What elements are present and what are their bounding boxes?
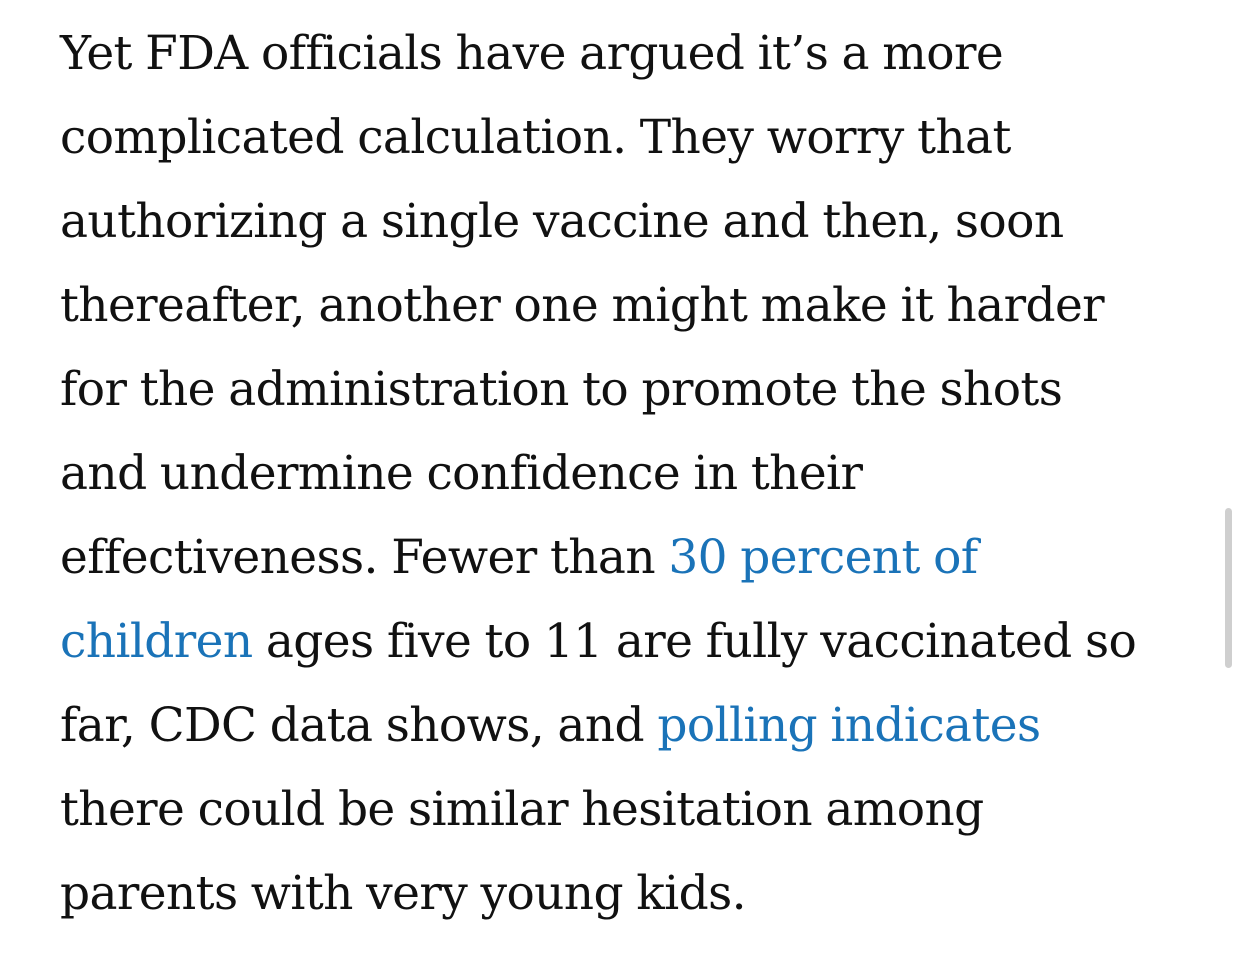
text-line: far, CDC data shows, and polling indicat… (60, 684, 1160, 768)
text-line: parents with very young kids. (60, 852, 1160, 936)
text-segment: ages five to 11 are fully vaccinated so (252, 614, 1137, 669)
article-paragraph: Yet FDA officials have argued it’s a mor… (60, 12, 1160, 936)
text-segment: complicated calculation. They worry that (60, 110, 1011, 165)
text-segment: thereafter, another one might make it ha… (60, 278, 1105, 333)
text-line: there could be similar hesitation among (60, 768, 1160, 852)
text-segment: far, CDC data shows, and (60, 698, 658, 753)
text-segment: and undermine confidence in their (60, 446, 863, 501)
text-line: for the administration to promote the sh… (60, 348, 1160, 432)
text-segment: Yet FDA officials have argued it’s a mor… (60, 26, 1004, 81)
text-line: authorizing a single vaccine and then, s… (60, 180, 1160, 264)
text-line: complicated calculation. They worry that (60, 96, 1160, 180)
scrollbar-track[interactable] (1222, 0, 1234, 957)
text-segment: authorizing a single vaccine and then, s… (60, 194, 1064, 249)
text-line: thereafter, another one might make it ha… (60, 264, 1160, 348)
link-30-percent-of-children[interactable]: children (60, 614, 253, 669)
scrollbar-thumb[interactable] (1225, 508, 1232, 668)
text-line: Yet FDA officials have argued it’s a mor… (60, 12, 1160, 96)
text-line: children ages five to 11 are fully vacci… (60, 600, 1160, 684)
text-segment: parents with very young kids. (60, 866, 747, 921)
text-line: effectiveness. Fewer than 30 percent of (60, 516, 1160, 600)
text-segment: effectiveness. Fewer than (60, 530, 669, 585)
text-line: and undermine confidence in their (60, 432, 1160, 516)
link-polling-indicates[interactable]: polling indicates (657, 698, 1041, 753)
link-30-percent-of-children[interactable]: 30 percent of (668, 530, 978, 585)
text-segment: for the administration to promote the sh… (60, 362, 1063, 417)
text-segment: there could be similar hesitation among (60, 782, 984, 837)
